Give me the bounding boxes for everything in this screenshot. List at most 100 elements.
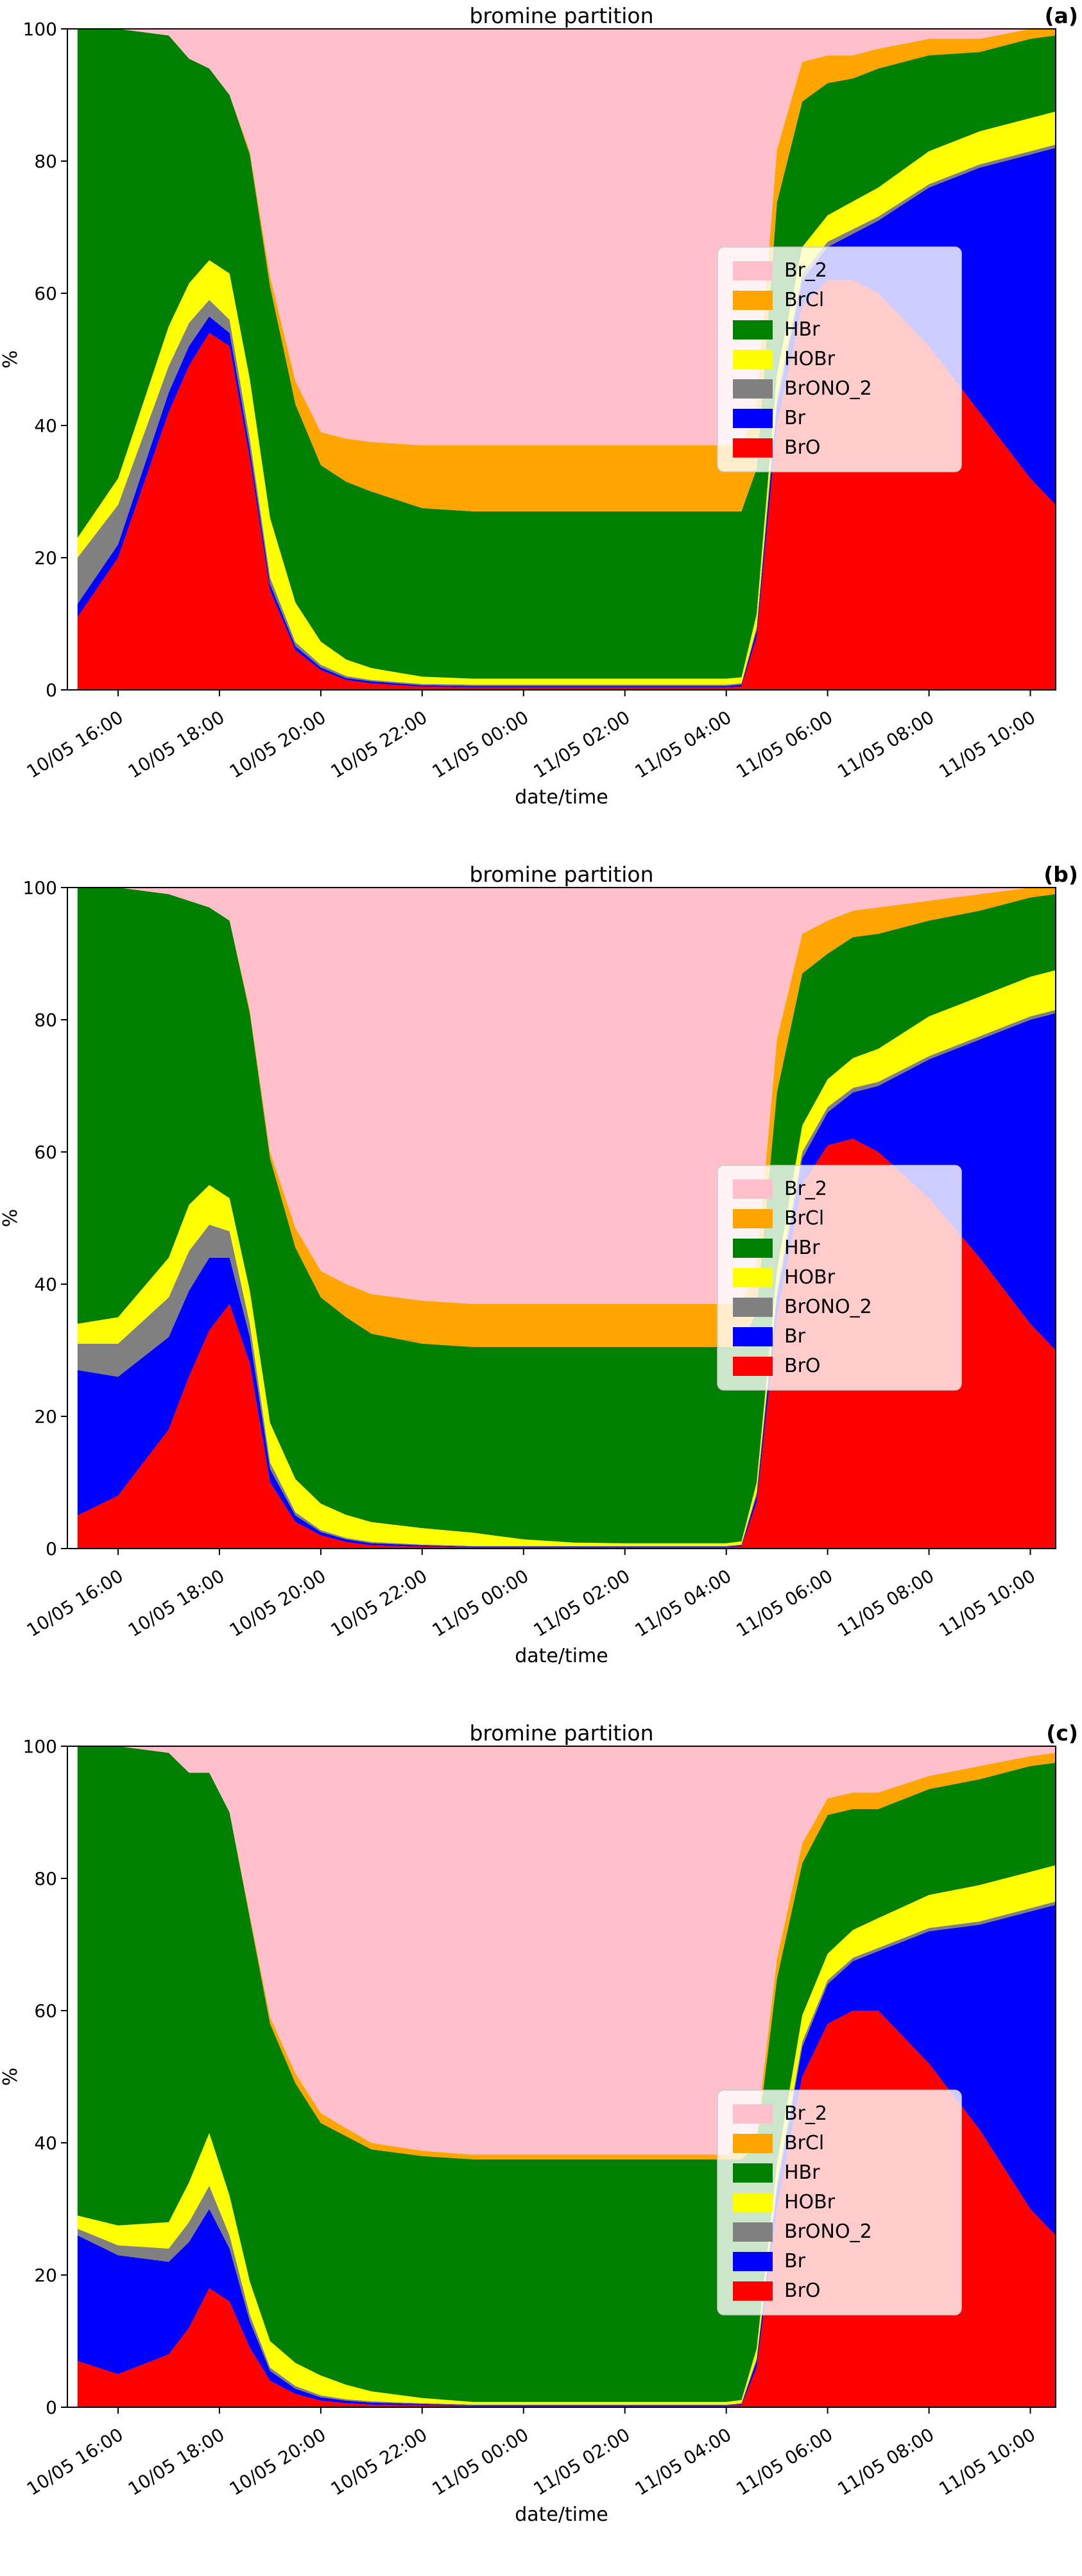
legend-label-BrCl: BrCl (784, 2132, 824, 2154)
legend-entry-Br_2: Br_2 (733, 1178, 827, 1200)
y-tick-label: 0 (46, 680, 57, 701)
legend-swatch-BrCl (733, 291, 773, 310)
x-tick-label: 10/05 16:00 (23, 1565, 127, 1641)
chart-title: bromine partition (469, 862, 653, 887)
x-tick-label: 10/05 16:00 (23, 707, 127, 782)
x-tick-label: 10/05 22:00 (327, 707, 431, 782)
legend-label-BrCl: BrCl (784, 1207, 824, 1230)
panel-label: (c) (1046, 1721, 1078, 1746)
y-tick-label: 0 (46, 2397, 57, 2418)
legend-swatch-BrCl (733, 1209, 773, 1228)
area-Br_2 (77, 29, 1056, 445)
y-axis-label: % (0, 1209, 22, 1228)
x-tick-label: 11/05 08:00 (834, 707, 938, 782)
x-tick-label: 10/05 20:00 (226, 1565, 330, 1641)
legend: Br_2 BrCl HBr HOBr BrONO_2 Br BrO (717, 1165, 962, 1391)
y-tick-label: 60 (34, 283, 57, 304)
legend-entry-Br: Br (733, 407, 806, 429)
x-tick-label: 11/05 02:00 (530, 1565, 634, 1641)
x-tick-label: 11/05 04:00 (631, 707, 735, 782)
panel-label: (a) (1045, 3, 1078, 28)
legend-entry-BrO: BrO (733, 2280, 821, 2302)
axes-frame (67, 28, 1056, 691)
legend-swatch-BrCl (733, 2134, 773, 2153)
legend-entry-HBr: HBr (733, 1237, 820, 1259)
x-tick-label: 10/05 20:00 (226, 707, 330, 782)
legend-swatch-HOBr (733, 2193, 773, 2212)
legend-swatch-Br_2 (733, 261, 773, 280)
legend-label-Br_2: Br_2 (784, 2102, 827, 2125)
ticks (61, 1746, 1031, 2414)
legend: Br_2 BrCl HBr HOBr BrONO_2 Br BrO (717, 2090, 962, 2315)
x-tick-label: 11/05 00:00 (429, 1565, 533, 1641)
y-tick-label: 80 (34, 151, 57, 172)
legend-swatch-Br (733, 409, 773, 428)
legend-label-BrO: BrO (784, 436, 821, 459)
legend-swatch-Br_2 (733, 2104, 773, 2124)
legend-label-Br: Br (784, 2250, 806, 2272)
x-tick-label: 11/05 08:00 (834, 1565, 938, 1641)
legend-swatch-Br (733, 2252, 773, 2271)
area-HBr (77, 888, 1056, 1543)
x-tick-label: 11/05 06:00 (732, 2424, 836, 2500)
x-tick-label: 11/05 06:00 (732, 707, 836, 782)
legend-entry-HOBr: HOBr (733, 348, 836, 370)
y-tick-label: 40 (34, 1274, 57, 1295)
ticks (61, 887, 1031, 1555)
axes-frame (67, 1746, 1056, 2408)
y-tick-label: 20 (34, 547, 57, 569)
legend-entry-Br: Br (733, 2250, 806, 2272)
area-Br (77, 1905, 1056, 2406)
legend-label-HBr: HBr (784, 318, 820, 341)
legend-swatch-BrONO_2 (733, 1298, 773, 1317)
legend-box (717, 1165, 962, 1391)
y-tick-label: 20 (34, 2265, 57, 2286)
legend-swatch-HOBr (733, 350, 773, 369)
legend-label-HOBr: HOBr (784, 348, 836, 370)
legend-label-Br: Br (784, 1325, 806, 1348)
legend-swatch-BrONO_2 (733, 379, 773, 399)
x-tick-label: 10/05 22:00 (327, 1565, 431, 1641)
x-tick-label: 10/05 20:00 (226, 2424, 330, 2500)
legend-box (717, 2090, 962, 2315)
legend-swatch-Br (733, 1327, 773, 1346)
x-tick-label: 11/05 02:00 (530, 707, 634, 782)
legend-box (717, 246, 962, 472)
area-Br_2 (77, 888, 1056, 1304)
chart-panel-a: 10/05 16:00 10/05 18:00 10/05 20:00 10/05 2… (0, 0, 1082, 859)
legend-swatch-HOBr (733, 1268, 773, 1287)
legend-entry-BrCl: BrCl (733, 289, 824, 311)
legend-entry-BrCl: BrCl (733, 1207, 824, 1230)
x-tick-label: 11/05 06:00 (732, 1565, 836, 1641)
x-tick-label: 11/05 10:00 (935, 2424, 1039, 2500)
x-tick-label: 11/05 04:00 (631, 1565, 735, 1641)
legend-label-HOBr: HOBr (784, 2191, 836, 2213)
legend-entry-HOBr: HOBr (733, 1266, 836, 1289)
legend-swatch-HBr (733, 2163, 773, 2183)
ticks (61, 28, 1031, 696)
chart-panel-b: 10/05 16:00 10/05 18:00 10/05 20:00 10/05 2… (0, 859, 1082, 1717)
legend-label-BrCl: BrCl (784, 289, 824, 311)
area-Br_2 (77, 1746, 1056, 2155)
y-tick-label: 20 (34, 1406, 57, 1427)
x-axis-label: date/time (515, 786, 608, 809)
x-tick-label: 10/05 16:00 (23, 2424, 127, 2500)
y-tick-label: 100 (23, 1736, 57, 1757)
x-tick-label: 11/05 10:00 (935, 707, 1039, 782)
legend-label-BrO: BrO (784, 2280, 821, 2302)
legend-entry-Br_2: Br_2 (733, 259, 827, 282)
panel-label: (b) (1043, 862, 1078, 887)
legend-label-BrO: BrO (784, 1355, 821, 1377)
area-HOBr (77, 1865, 1056, 2405)
area-Br (77, 1013, 1056, 1547)
legend-swatch-HBr (733, 1239, 773, 1258)
chart-title: bromine partition (469, 3, 653, 28)
legend-label-BrONO_2: BrONO_2 (784, 377, 872, 400)
legend-label-HOBr: HOBr (784, 1266, 836, 1289)
area-HBr (77, 29, 1056, 679)
x-tick-label: 11/05 00:00 (429, 2424, 533, 2500)
legend-label-BrONO_2: BrONO_2 (784, 1296, 872, 1318)
legend: Br_2 BrCl HBr HOBr BrONO_2 Br BrO (717, 246, 962, 472)
y-tick-label: 60 (34, 1142, 57, 1163)
